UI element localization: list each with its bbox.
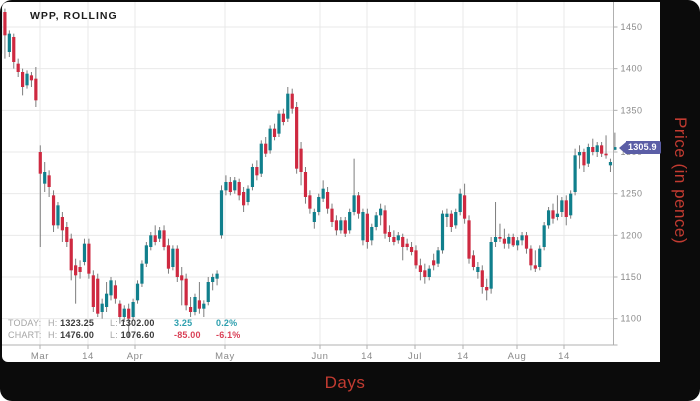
- chart-change: -85.00: [174, 330, 201, 340]
- x-tick-label: Aug: [508, 351, 527, 362]
- x-tick-label: 14: [361, 351, 373, 362]
- y-tick-label: 1150: [621, 272, 642, 282]
- candles: [2, 8, 617, 338]
- price-tag-arrow-icon: [619, 141, 626, 154]
- x-tick-label: Jul: [408, 351, 422, 362]
- y-tick-label: 1450: [621, 22, 643, 32]
- price-chart-panel: 14501400135013001250120011501100Mar14Apr…: [2, 2, 661, 362]
- y-tick-label: 1100: [621, 314, 642, 324]
- x-axis-title: Days: [324, 372, 366, 392]
- stats-row-chart: CHART: H: 1476.00 L: 1076.60 -85.00 -6.1%: [8, 329, 256, 341]
- stats-legend: TODAY: H: 1323.25 L: 1302.00 3.25 0.2% CHART…: [8, 317, 256, 341]
- x-tick-label: 14: [457, 351, 469, 362]
- y-tick-label: 1200: [621, 230, 643, 240]
- chart-high-label: H:: [48, 330, 58, 340]
- y-tick-label: 1400: [621, 64, 643, 74]
- x-tick-label: May: [215, 351, 235, 362]
- y-axis-title: Price (in pence): [671, 117, 690, 245]
- last-price-tag: 1305.9: [619, 141, 661, 154]
- chart-low-label: L:: [110, 330, 118, 340]
- today-high-label: H:: [48, 318, 58, 328]
- x-tick-label: 14: [558, 351, 570, 362]
- chart-low-value: 1076.60: [120, 330, 155, 340]
- today-low-value: 1302.00: [120, 318, 155, 328]
- gridlines: [2, 2, 614, 345]
- y-tick-label: 1250: [621, 189, 643, 199]
- x-tick-label: Apr: [127, 351, 144, 362]
- x-tick-label: 14: [82, 351, 94, 362]
- chart-high-value: 1476.00: [60, 330, 95, 340]
- x-tick-label: Mar: [31, 351, 49, 362]
- chart-change-pct: -6.1%: [216, 330, 241, 340]
- today-change-pct: 0.2%: [216, 318, 238, 328]
- today-label: TODAY:: [8, 318, 42, 328]
- chart-title: WPP, ROLLING: [30, 10, 118, 22]
- today-high-value: 1323.25: [60, 318, 95, 328]
- chart-range-label: CHART:: [8, 330, 42, 340]
- today-low-label: L:: [110, 318, 118, 328]
- stats-row-today: TODAY: H: 1323.25 L: 1302.00 3.25 0.2%: [8, 317, 256, 329]
- x-tick-label: Jun: [311, 351, 328, 362]
- price-tag-value: 1305.9: [626, 141, 661, 154]
- axes: 14501400135013001250120011501100Mar14Apr…: [2, 2, 643, 362]
- today-change: 3.25: [174, 318, 193, 328]
- y-tick-label: 1350: [621, 105, 643, 115]
- candlestick-chart: 14501400135013001250120011501100Mar14Apr…: [2, 2, 643, 362]
